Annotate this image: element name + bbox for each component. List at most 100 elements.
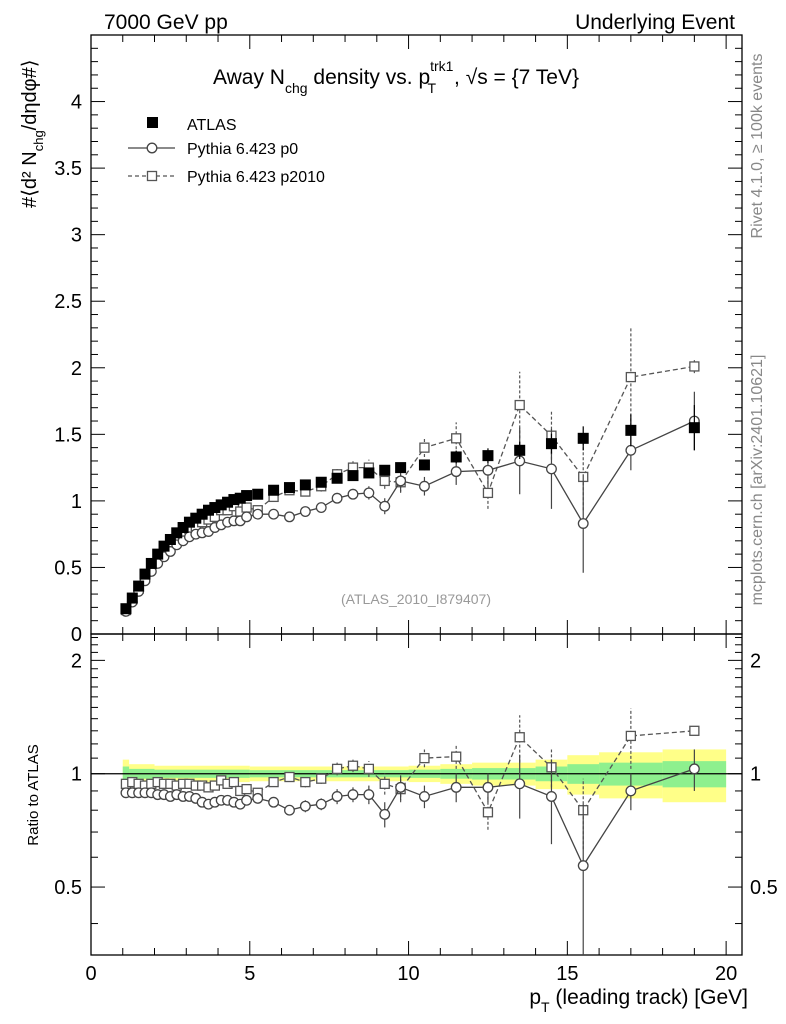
y-label-start: #⟨d² N	[19, 151, 41, 208]
p0-point	[418, 480, 430, 492]
p0-point	[577, 518, 589, 529]
axis-ticks: 0 5 10 15 20 0 0.5 1 1.5 2 2.5 3 3.5 4 0.5 0.5 1 1 2 2	[54, 35, 778, 985]
atlas-point	[482, 450, 494, 462]
p2010-point	[689, 361, 700, 372]
ratio-p2010-point	[514, 732, 525, 743]
ratio-p2010-point	[300, 776, 311, 788]
p2010-point	[241, 502, 252, 513]
ratio-p2010-point	[331, 763, 343, 775]
ratio-tick-label-left: 2	[71, 650, 82, 672]
p0-point	[546, 463, 557, 475]
atlas-point	[299, 479, 311, 491]
title-part2: density vs. p	[308, 66, 431, 89]
y-tick-label: 3.5	[54, 158, 82, 180]
p2010-point	[419, 442, 430, 453]
x-tick-label: 0	[85, 963, 96, 985]
p2010-point	[379, 475, 390, 487]
atlas-point	[222, 496, 234, 508]
ratio-p0-point	[363, 789, 375, 801]
ratio-tick-label-right: 1	[750, 764, 761, 786]
header-right: Underlying Event	[575, 11, 735, 34]
p2010-point	[451, 433, 462, 444]
analysis-watermark: (ATLAS_2010_I879407)	[341, 591, 491, 607]
ratio-p0-point	[625, 785, 637, 797]
atlas-point	[152, 548, 164, 560]
legend-marker-p0	[146, 142, 158, 154]
y-axis-label-main: #⟨d² Nchg/dηdφ#⟩	[19, 59, 46, 208]
p2010-point	[625, 371, 637, 383]
y-tick-label: 2.5	[54, 291, 82, 313]
legend: ATLAS Pythia 6.423 p0 Pythia 6.423 p2010	[128, 117, 325, 186]
legend-label-p0: Pythia 6.423 p0	[187, 141, 298, 158]
ratio-p0-point	[241, 794, 253, 806]
title-sup2: trk1	[430, 58, 454, 74]
y-tick-label: 4	[71, 92, 82, 114]
ratio-p2010-point	[241, 783, 252, 795]
ratio-p0-point	[299, 800, 311, 812]
ratio-tick-label-left: 0.5	[54, 877, 82, 899]
atlas-point	[158, 540, 170, 552]
atlas-point	[145, 557, 157, 569]
atlas-point	[688, 422, 700, 434]
x-label-end: (leading track) [GeV]	[550, 986, 748, 1009]
atlas-point	[315, 476, 327, 488]
ratio-tick-label-left: 1	[71, 764, 82, 786]
p0-point	[379, 500, 391, 512]
ratio-p2010-point	[363, 763, 375, 775]
legend-marker-atlas	[147, 117, 158, 128]
x-label-sub: T	[541, 999, 550, 1015]
atlas-point	[379, 464, 391, 476]
legend-label-atlas: ATLAS	[187, 117, 237, 134]
atlas-point	[139, 568, 151, 580]
title-sub2: T	[427, 80, 436, 96]
ratio-p0-point	[546, 791, 557, 802]
atlas-point	[228, 494, 240, 506]
title-part3: , √s = {7 TeV}	[454, 66, 579, 89]
p0-point	[450, 466, 462, 478]
atlas-point	[196, 508, 208, 520]
ratio-p2010-point	[482, 807, 494, 818]
x-tick-label: 10	[397, 963, 419, 985]
ratio-p2010-point	[451, 751, 462, 762]
atlas-point	[418, 459, 430, 471]
ratio-p2010-point	[268, 776, 279, 788]
ratio-p0-point	[268, 796, 280, 808]
y-tick-label: 3	[71, 225, 82, 247]
p0-point	[284, 511, 295, 523]
p2010-point	[514, 399, 525, 411]
y-label-sub: chg	[31, 130, 46, 151]
p0-point	[299, 506, 311, 517]
p0-point	[625, 444, 637, 456]
ratio-p0-point	[347, 789, 359, 801]
atlas-point	[183, 516, 195, 528]
mcplots-label: mcplots.cern.ch [arXiv:2401.10621]	[749, 355, 766, 606]
p0-point	[315, 502, 327, 513]
x-tick-label: 15	[556, 963, 578, 985]
ratio-p0-point	[450, 781, 462, 793]
ratio-tick-label-right: 2	[750, 650, 761, 672]
y-tick-label: 2	[71, 358, 82, 380]
y-axis-label-ratio: Ratio to ATLAS	[25, 744, 42, 845]
uncertainty-band	[91, 749, 742, 803]
ratio-p0-point	[418, 791, 430, 802]
p0-point	[347, 488, 359, 500]
atlas-point	[209, 502, 221, 514]
rivet-label: Rivet 4.1.0, ≥ 100k events	[749, 54, 766, 239]
atlas-point	[625, 424, 637, 436]
atlas-point	[268, 484, 280, 496]
ratio-panel	[120, 708, 700, 955]
p0-point	[331, 492, 343, 504]
y-tick-label: 1.5	[54, 424, 82, 446]
x-tick-label: 20	[715, 963, 737, 985]
ratio-p2010-point	[316, 773, 327, 784]
p0-point	[482, 464, 494, 476]
ratio-p0-point	[379, 808, 391, 820]
ratio-p0-point	[482, 781, 494, 793]
ratio-p0-point	[688, 763, 700, 775]
atlas-point	[177, 522, 189, 534]
ratio-p2010-point	[209, 780, 220, 791]
title-part1: Away N	[213, 66, 285, 89]
atlas-point	[252, 488, 264, 500]
atlas-point	[283, 482, 295, 494]
